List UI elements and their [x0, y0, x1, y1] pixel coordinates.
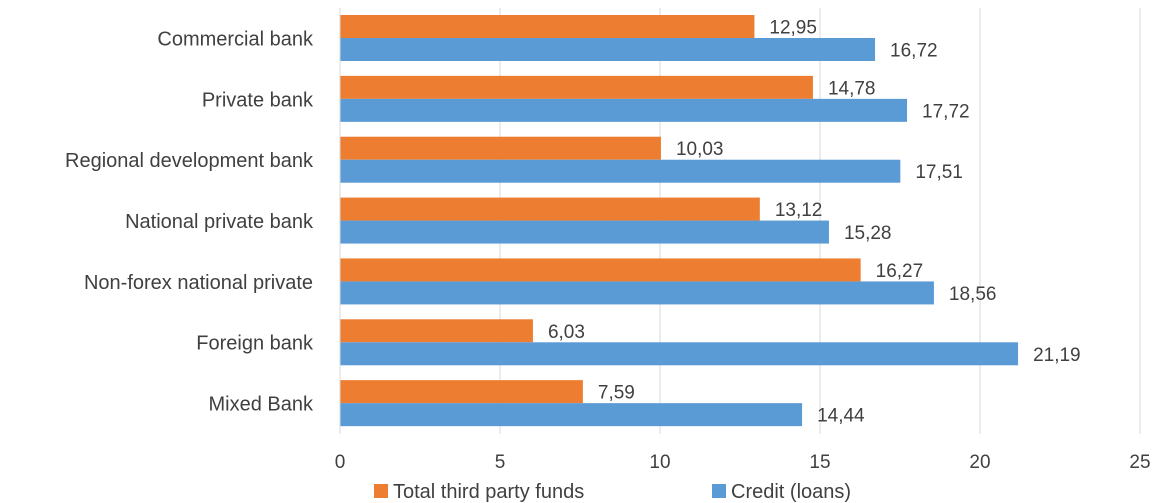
data-label: 10,03: [676, 139, 724, 160]
category-label: Non-forex national private: [84, 272, 313, 294]
data-label: 16,27: [876, 261, 924, 282]
category-label: Mixed Bank: [209, 394, 314, 416]
legend: Total third party funds Credit (loans): [374, 481, 851, 503]
bar: [340, 15, 755, 38]
data-label: 14,78: [828, 78, 876, 99]
bar: [340, 319, 533, 343]
bar: [340, 403, 803, 427]
legend-swatch: [374, 484, 388, 498]
bar: [340, 220, 829, 244]
x-tick-label: 0: [335, 452, 346, 473]
bar: [340, 159, 901, 183]
legend-label: Total third party funds: [393, 481, 584, 503]
category-label: Commercial bank: [157, 28, 314, 50]
bar: [340, 136, 661, 160]
bar: [340, 75, 813, 99]
data-label: 12,95: [769, 18, 817, 39]
data-label: 16,72: [890, 41, 938, 62]
legend-swatch: [712, 484, 726, 498]
x-tick-label: 5: [495, 452, 506, 473]
bar: [340, 380, 583, 404]
data-label: 14,44: [817, 406, 865, 427]
bar: [340, 258, 861, 282]
data-label: 21,19: [1033, 345, 1081, 366]
data-label: 7,59: [598, 383, 635, 404]
category-label: Private bank: [202, 89, 314, 111]
x-tick-labels: 0 5 10 15 20 25: [335, 452, 1151, 473]
data-label: 18,56: [949, 284, 997, 305]
bar: [340, 281, 934, 305]
data-label: 6,03: [548, 322, 585, 343]
category-label: National private bank: [125, 211, 314, 233]
data-label: 17,51: [915, 162, 963, 183]
bars: [340, 15, 1019, 427]
category-labels: Commercial bank Private bank Regional deve…: [65, 28, 314, 415]
data-label: 17,72: [922, 101, 970, 122]
x-tick-label: 25: [1129, 452, 1150, 473]
bar: [340, 197, 760, 221]
legend-label: Credit (loans): [731, 481, 851, 503]
bar: [340, 98, 908, 122]
x-tick-label: 15: [809, 452, 830, 473]
category-label: Foreign bank: [196, 333, 314, 355]
x-tick-label: 20: [969, 452, 990, 473]
bar: [340, 38, 876, 61]
data-label: 13,12: [775, 200, 823, 221]
bar: [340, 342, 1019, 366]
x-tick-label: 10: [649, 452, 670, 473]
data-labels: 12,95 16,72 14,78 17,72 10,03 17,51 13,12 15,28…: [548, 18, 1081, 427]
data-label: 15,28: [844, 223, 892, 244]
category-label: Regional development bank: [65, 150, 314, 172]
